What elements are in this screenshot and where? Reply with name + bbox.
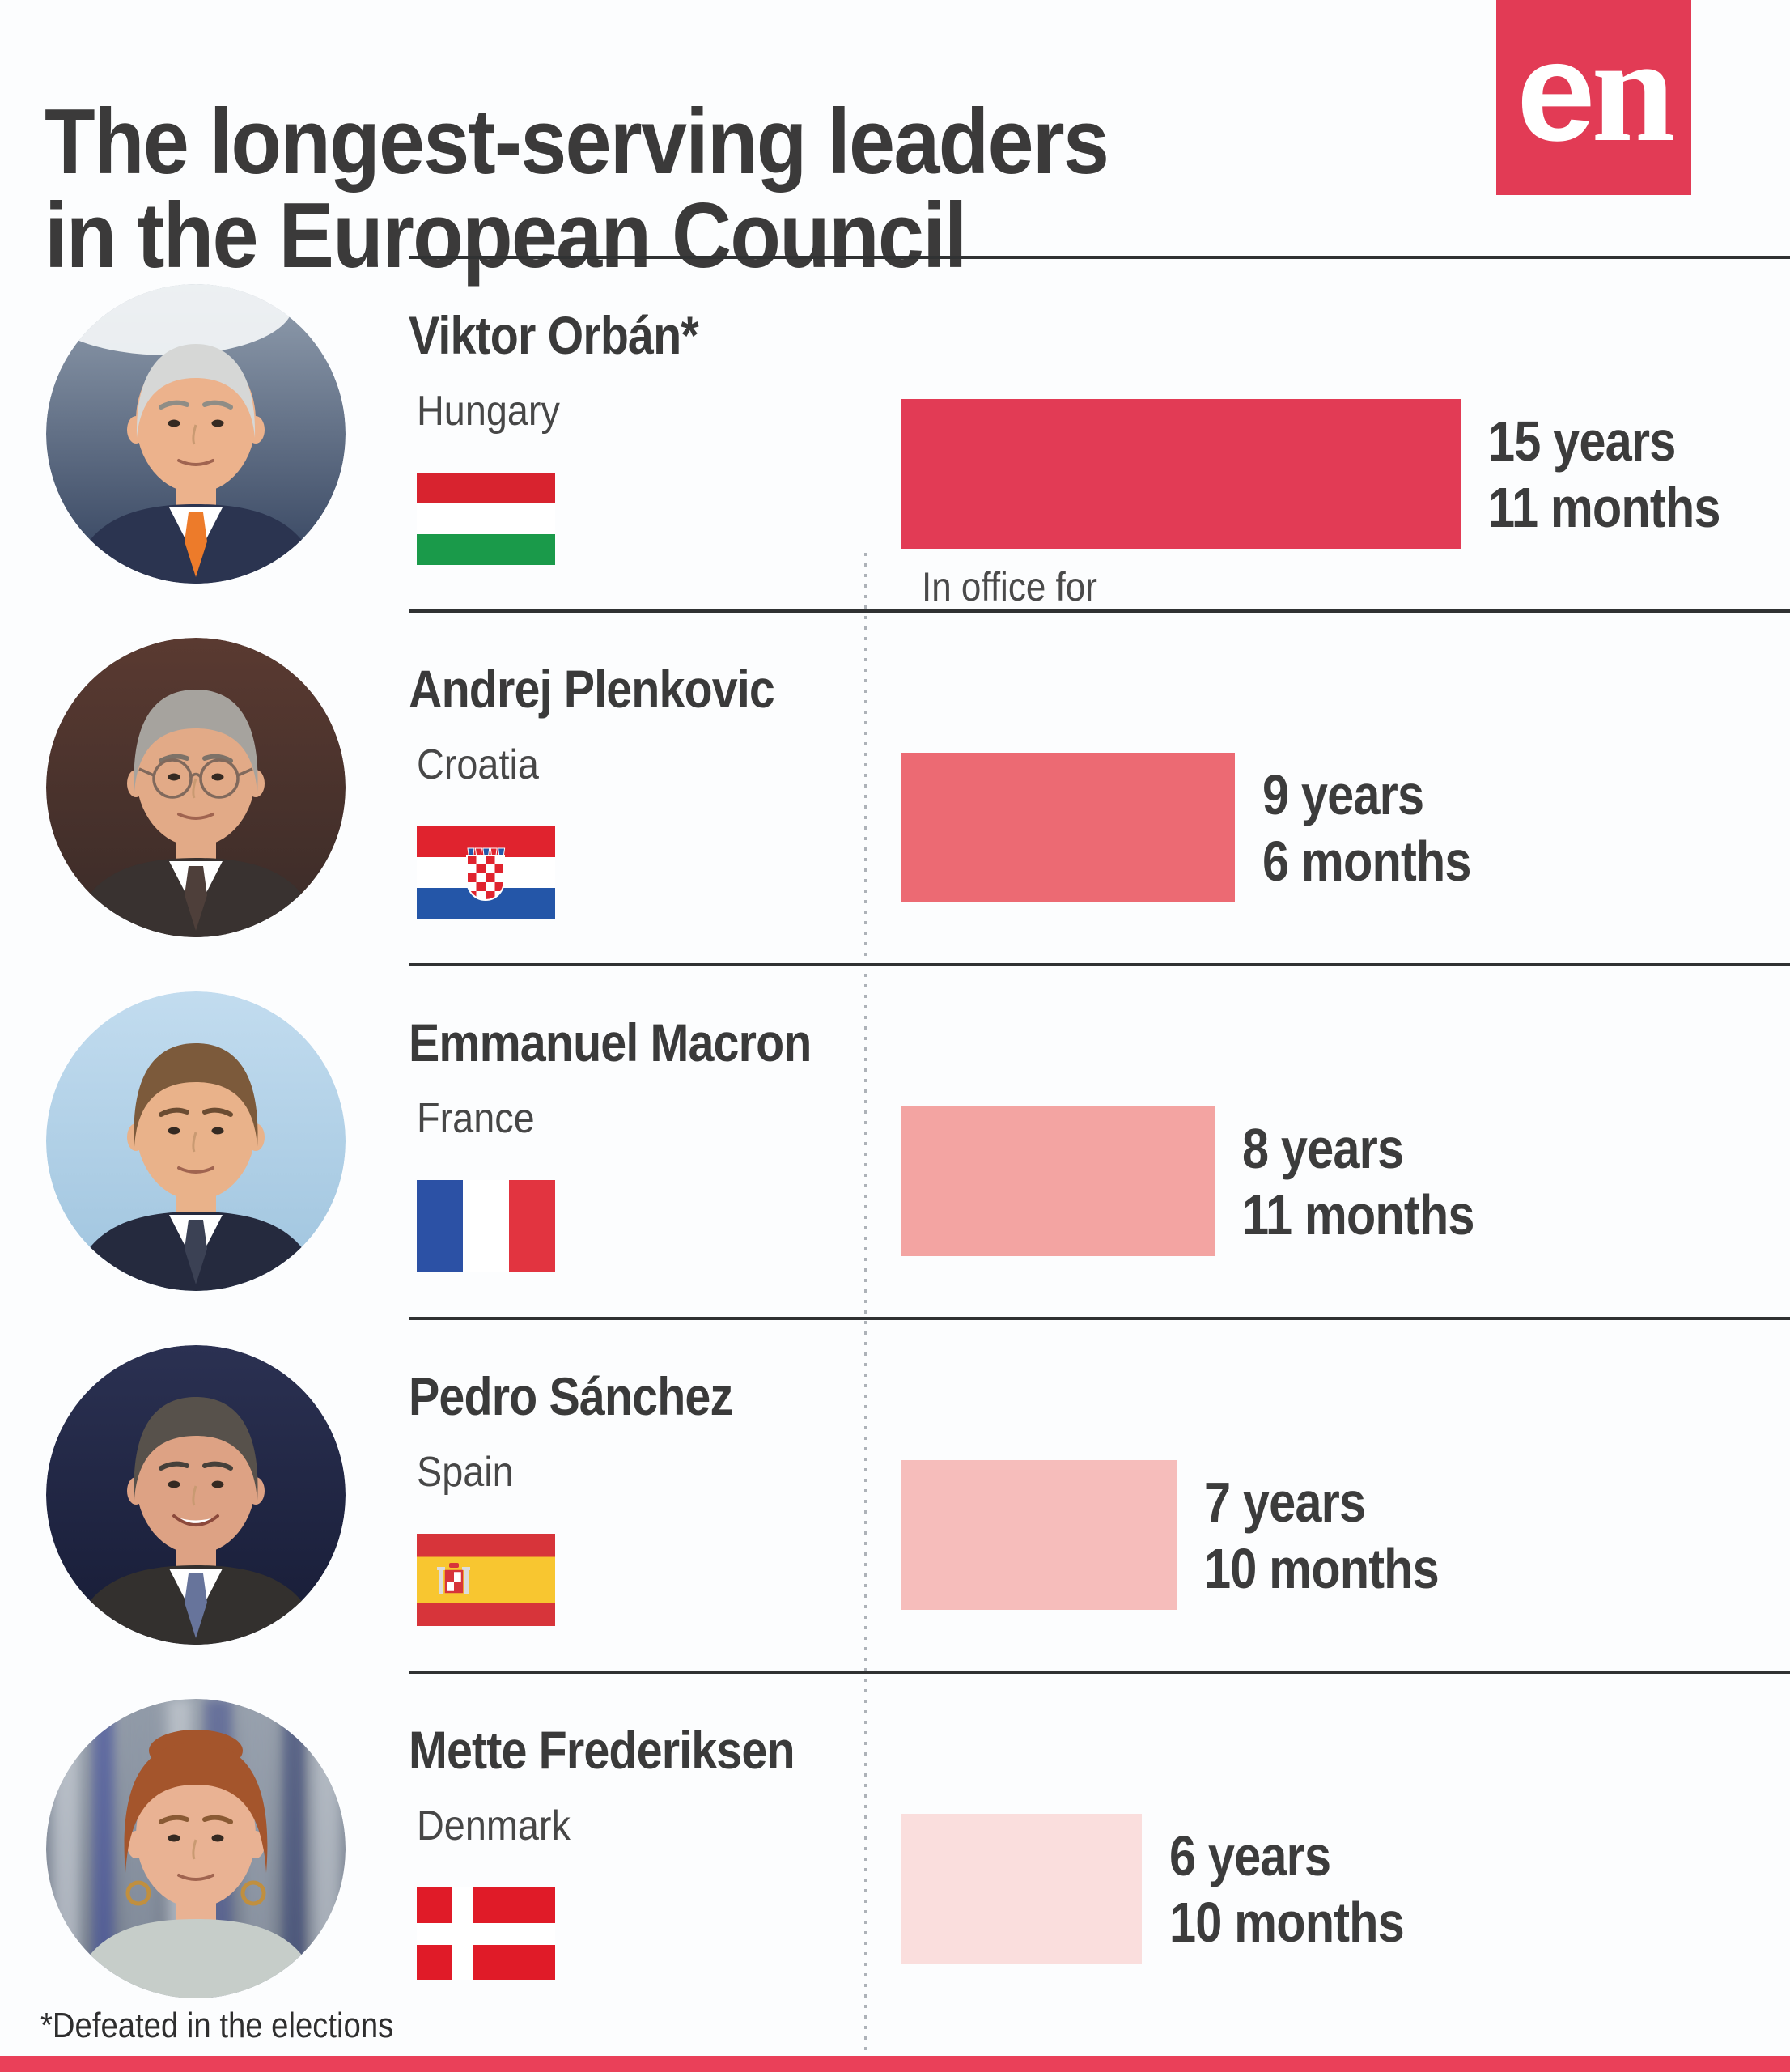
- in-office-for-label: In office for: [922, 564, 1097, 609]
- tenure-months: 6 months: [1262, 830, 1472, 893]
- title-line-1: The longest-serving leaders: [45, 91, 1109, 194]
- leader-photo: [46, 1345, 346, 1645]
- tenure-bar: [901, 1460, 1177, 1610]
- row-divider: [409, 609, 1790, 613]
- tenure-months: 10 months: [1204, 1537, 1440, 1600]
- tenure-years: 15 years: [1488, 410, 1676, 473]
- tenure-duration-label: 8 years 11 months: [1242, 1115, 1474, 1248]
- row-divider: [409, 963, 1790, 966]
- row-divider: [409, 1671, 1790, 1674]
- leader-name: Andrej Plenkovic: [409, 658, 775, 719]
- tenure-months: 11 months: [1242, 1183, 1474, 1246]
- flag-croatia-icon: [417, 826, 555, 919]
- leader-info: Mette Frederiksen Denmark: [409, 1672, 852, 2026]
- footnote: *Defeated in the elections: [40, 2006, 394, 2045]
- bottom-accent-bar: [0, 2056, 1790, 2072]
- leader-photo: [46, 638, 346, 937]
- euronews-logo-text: en: [1516, 3, 1675, 176]
- flag-france-icon: [417, 1179, 555, 1272]
- row-divider: [409, 1317, 1790, 1320]
- avatar-andrej-plenkovic: [46, 638, 346, 937]
- tenure-duration-label: 9 years 6 months: [1262, 762, 1472, 894]
- tenure-duration-label: 7 years 10 months: [1204, 1469, 1440, 1602]
- flag-hungary-icon: [417, 472, 555, 565]
- leader-row: Pedro Sánchez Spain 7 years 10 months: [0, 1317, 1790, 1672]
- row-divider: [409, 256, 1790, 259]
- leader-info: Viktor Orbán* Hungary: [409, 257, 741, 611]
- leaders-chart: In office for Viktor Orbán* Hungary 15 y…: [0, 256, 1790, 2072]
- leader-row: Viktor Orbán* Hungary 15 years 11 months: [0, 256, 1790, 611]
- leader-name: Viktor Orbán*: [409, 304, 699, 365]
- avatar-emmanuel-macron: [46, 991, 346, 1291]
- flag-spain-icon: [417, 1533, 555, 1626]
- tenure-months: 10 months: [1169, 1891, 1405, 1954]
- euronews-logo-icon: en: [1496, 0, 1691, 195]
- leader-info: Andrej Plenkovic Croatia: [409, 611, 829, 965]
- leader-info: Emmanuel Macron France: [409, 965, 872, 1318]
- avatar-mette-frederiksen: [46, 1699, 346, 1998]
- leader-country: Spain: [417, 1448, 514, 1496]
- tenure-years: 6 years: [1169, 1824, 1331, 1887]
- tenure-duration-label: 6 years 10 months: [1169, 1823, 1405, 1955]
- logo-letter-n: n: [1591, 6, 1674, 173]
- leader-country: France: [417, 1094, 535, 1142]
- tenure-bar: [901, 1814, 1142, 1964]
- leader-photo: [46, 991, 346, 1291]
- tenure-years: 9 years: [1262, 763, 1424, 826]
- flag-denmark-icon: [417, 1887, 555, 1980]
- leader-name: Pedro Sánchez: [409, 1365, 733, 1426]
- tenure-bar: [901, 1106, 1215, 1256]
- tenure-months: 11 months: [1488, 476, 1720, 539]
- leader-photo: [46, 1699, 346, 1998]
- avatar-viktor-orban: [46, 284, 346, 584]
- leader-photo: [46, 284, 346, 584]
- leader-row: Emmanuel Macron France 8 years 11 months: [0, 963, 1790, 1318]
- page-title: The longest-serving leaders in the Europ…: [45, 96, 1109, 283]
- tenure-bar: [901, 753, 1235, 902]
- chart-dotted-separator: [864, 553, 867, 2072]
- logo-letter-e: e: [1516, 12, 1595, 171]
- leader-row: Mette Frederiksen Denmark 6 years 10 mon…: [0, 1671, 1790, 2026]
- leader-country: Hungary: [417, 387, 560, 435]
- leader-row: Andrej Plenkovic Croatia 9 years 6 month…: [0, 609, 1790, 965]
- tenure-years: 7 years: [1204, 1471, 1366, 1534]
- leader-country: Denmark: [417, 1802, 571, 1849]
- leader-info: Pedro Sánchez Spain: [409, 1318, 781, 1672]
- tenure-duration-label: 15 years 11 months: [1488, 408, 1720, 541]
- leader-name: Mette Frederiksen: [409, 1719, 795, 1780]
- avatar-pedro-sanchez: [46, 1345, 346, 1645]
- leader-name: Emmanuel Macron: [409, 1012, 812, 1072]
- leader-country: Croatia: [417, 741, 539, 788]
- tenure-years: 8 years: [1242, 1117, 1404, 1180]
- title-line-2: in the European Council: [45, 185, 967, 288]
- tenure-bar: [901, 399, 1461, 549]
